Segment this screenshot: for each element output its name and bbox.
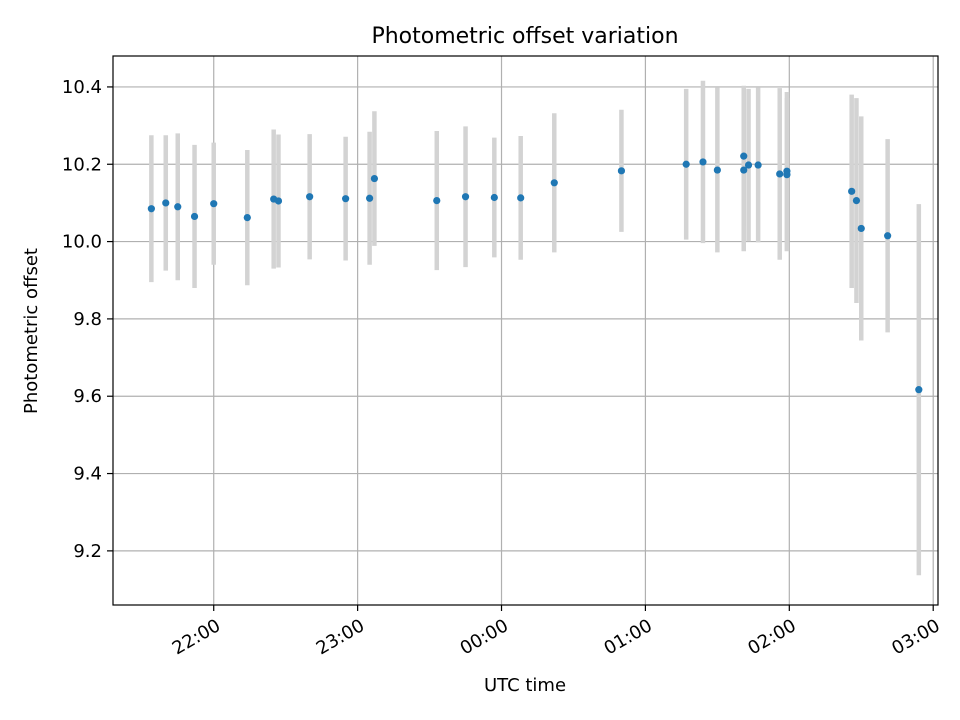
x-tick-label: 03:00	[888, 615, 943, 659]
data-point	[174, 203, 182, 211]
data-point	[433, 196, 441, 205]
data-point	[306, 193, 314, 201]
data-point	[190, 212, 199, 221]
x-tick-label: 22:00	[169, 615, 224, 659]
data-point	[740, 166, 748, 174]
y-tick-label: 9.8	[73, 309, 102, 330]
x-tick-label: 00:00	[457, 615, 512, 659]
data-point	[740, 152, 748, 160]
data-point	[857, 224, 865, 233]
points-layer	[147, 152, 923, 394]
y-tick-label: 10.4	[62, 77, 102, 98]
data-point	[776, 170, 784, 178]
data-point	[744, 161, 753, 169]
x-tick-label: 01:00	[600, 615, 655, 659]
chart-title: Photometric offset variation	[371, 24, 678, 49]
data-point	[210, 200, 218, 208]
y-tick-label: 9.2	[73, 541, 102, 562]
errorbar-layer	[149, 80, 922, 576]
data-point	[366, 194, 374, 202]
data-point	[147, 205, 155, 213]
data-point	[682, 160, 690, 168]
data-point	[342, 195, 350, 203]
x-tick-label: 23:00	[313, 615, 368, 659]
data-point	[517, 194, 525, 202]
x-axis-label: UTC time	[484, 675, 566, 696]
data-point	[884, 232, 892, 240]
y-tick-label: 10.2	[62, 154, 102, 175]
data-point	[848, 187, 856, 195]
data-point	[915, 386, 923, 394]
data-point	[699, 158, 707, 166]
data-point	[617, 167, 626, 175]
data-point	[550, 179, 558, 187]
y-tick-label: 9.6	[73, 386, 102, 407]
data-point	[243, 214, 251, 222]
data-point	[274, 197, 283, 205]
plot-frame	[112, 55, 939, 606]
data-point	[783, 171, 791, 179]
data-point	[461, 193, 470, 201]
data-point	[490, 193, 498, 202]
data-point	[713, 166, 721, 174]
y-tick-label: 9.4	[73, 464, 102, 485]
data-point	[370, 174, 379, 183]
y-tick-label: 10.0	[62, 232, 102, 253]
data-point	[754, 161, 762, 169]
grid-layer	[113, 56, 938, 605]
y-axis-label: Photometric offset	[21, 248, 42, 414]
data-point	[162, 199, 170, 207]
data-point	[852, 196, 861, 205]
x-tick-label: 02:00	[744, 615, 799, 659]
